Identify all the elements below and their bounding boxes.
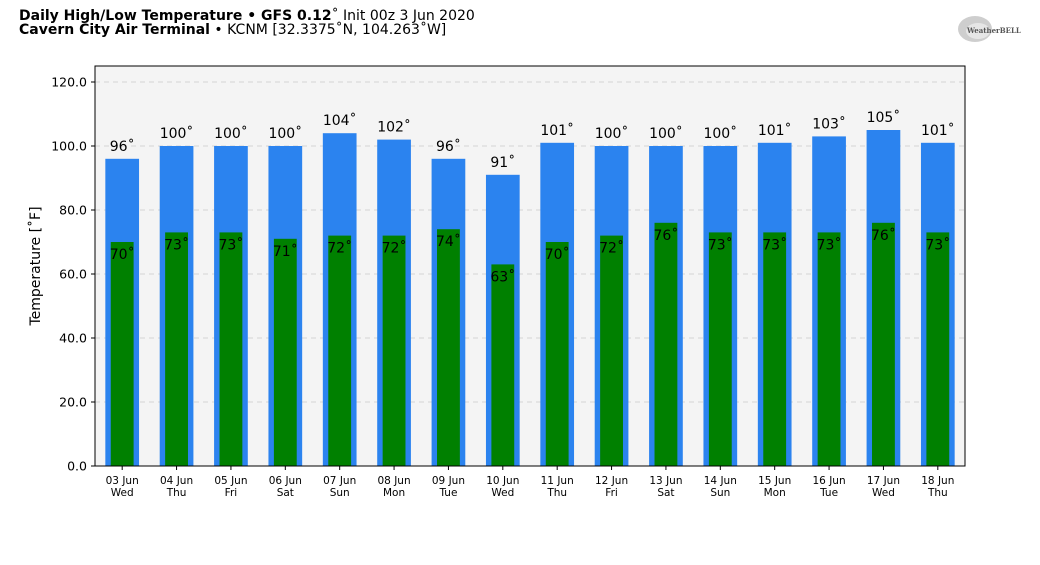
high-label: 101˚ — [540, 122, 574, 139]
high-label: 103˚ — [812, 115, 846, 132]
low-bar — [273, 238, 297, 466]
x-tick-label: 17 Jun — [867, 475, 900, 487]
high-label: 101˚ — [921, 122, 955, 139]
x-tick-label: 05 Jun — [214, 475, 247, 487]
x-tick-label: 11 Jun — [541, 475, 574, 487]
low-bar — [708, 232, 732, 466]
low-bar — [219, 232, 243, 466]
low-bar — [110, 242, 134, 466]
low-bar — [926, 232, 950, 466]
chart-title: Daily High/Low Temperature • GFS 0.12˚ I… — [19, 8, 475, 24]
x-tick-weekday: Sun — [330, 487, 350, 499]
low-label: 71˚ — [273, 243, 298, 260]
data-labels: 96˚ 70˚ 100˚ 73˚ 100˚ 73˚ 100˚ 71˚ 104˚ 72˚ 102˚ 72… — [110, 109, 955, 285]
low-label: 72˚ — [382, 240, 407, 257]
low-bar — [763, 232, 787, 466]
y-axis-label: Temperature [˚F] — [27, 206, 44, 326]
x-tick-label: 04 Jun — [160, 475, 193, 487]
weatherbell-logo: WeatherBELL — [958, 16, 1021, 42]
y-tick-label: 0.0 — [67, 459, 87, 474]
x-tick-weekday: Tue — [819, 487, 838, 499]
high-label: 101˚ — [758, 122, 792, 139]
x-tick-weekday: Mon — [764, 487, 786, 499]
high-label: 104˚ — [323, 112, 357, 129]
y-axis: 0.0 20.0 40.0 60.0 80.0 100.0 120.0 — [51, 75, 95, 474]
high-label: 100˚ — [595, 125, 629, 142]
station-subtitle: Cavern City Air Terminal • KCNM [32.3375… — [19, 22, 447, 38]
high-label: 96˚ — [110, 138, 135, 155]
low-bar — [817, 232, 841, 466]
high-label: 91˚ — [490, 154, 515, 171]
x-tick-label: 03 Jun — [106, 475, 139, 487]
low-label: 76˚ — [654, 227, 679, 244]
y-tick-label: 100.0 — [51, 139, 87, 154]
x-tick-weekday: Sun — [710, 487, 730, 499]
x-tick-weekday: Fri — [225, 487, 238, 499]
x-tick-label: 12 Jun — [595, 475, 628, 487]
low-label: 63˚ — [490, 268, 515, 285]
x-tick-weekday: Wed — [111, 487, 134, 499]
low-bar — [328, 235, 352, 466]
high-label: 100˚ — [649, 125, 683, 142]
x-tick-weekday: Thu — [546, 487, 567, 499]
low-bar — [165, 232, 188, 466]
low-label: 74˚ — [436, 233, 461, 250]
low-label: 73˚ — [219, 236, 244, 253]
low-label: 73˚ — [925, 236, 950, 253]
high-label: 100˚ — [160, 125, 194, 142]
plot-frame — [94, 65, 966, 467]
low-label: 76˚ — [871, 227, 896, 244]
x-tick-weekday: Wed — [491, 487, 514, 499]
low-bar — [872, 222, 895, 466]
low-bar — [382, 235, 406, 466]
high-label: 105˚ — [867, 109, 901, 126]
y-tick-label: 80.0 — [59, 203, 87, 218]
y-tick-label: 40.0 — [59, 331, 87, 346]
high-label: 102˚ — [377, 119, 411, 136]
low-bar — [600, 235, 623, 466]
x-tick-label: 16 Jun — [813, 475, 846, 487]
low-label: 73˚ — [762, 236, 787, 253]
low-label: 73˚ — [164, 236, 189, 253]
x-tick-weekday: Thu — [927, 487, 948, 499]
y-tick-label: 60.0 — [59, 267, 87, 282]
y-tick-label: 120.0 — [51, 75, 87, 90]
low-temperature-bars — [110, 222, 950, 466]
x-tick-label: 09 Jun — [432, 475, 465, 487]
low-bar — [491, 264, 515, 466]
y-tick-label: 20.0 — [59, 395, 87, 410]
low-label: 72˚ — [599, 240, 624, 257]
high-label: 96˚ — [436, 138, 461, 155]
high-label: 100˚ — [268, 125, 302, 142]
logo-text: WeatherBELL — [966, 26, 1021, 35]
x-tick-label: 06 Jun — [269, 475, 302, 487]
x-tick-weekday: Wed — [872, 487, 895, 499]
x-tick-label: 08 Jun — [378, 475, 411, 487]
x-tick-label: 18 Jun — [921, 475, 954, 487]
low-bar — [654, 222, 678, 466]
x-tick-weekday: Mon — [383, 487, 405, 499]
low-label: 70˚ — [545, 246, 570, 263]
x-tick-weekday: Sat — [277, 487, 294, 499]
high-label: 100˚ — [214, 125, 248, 142]
x-tick-label: 13 Jun — [649, 475, 682, 487]
x-tick-weekday: Thu — [166, 487, 187, 499]
x-tick-label: 07 Jun — [323, 475, 356, 487]
low-label: 70˚ — [110, 246, 135, 263]
low-bar — [545, 242, 569, 466]
low-label: 73˚ — [817, 236, 842, 253]
x-tick-label: 10 Jun — [486, 475, 519, 487]
x-tick-weekday: Tue — [438, 487, 457, 499]
low-bar — [437, 229, 460, 466]
high-label: 100˚ — [703, 125, 737, 142]
x-tick-weekday: Sat — [657, 487, 674, 499]
x-tick-weekday: Fri — [605, 487, 618, 499]
low-label: 72˚ — [327, 240, 352, 257]
x-tick-label: 14 Jun — [704, 475, 737, 487]
x-tick-label: 15 Jun — [758, 475, 791, 487]
low-label: 73˚ — [708, 236, 733, 253]
